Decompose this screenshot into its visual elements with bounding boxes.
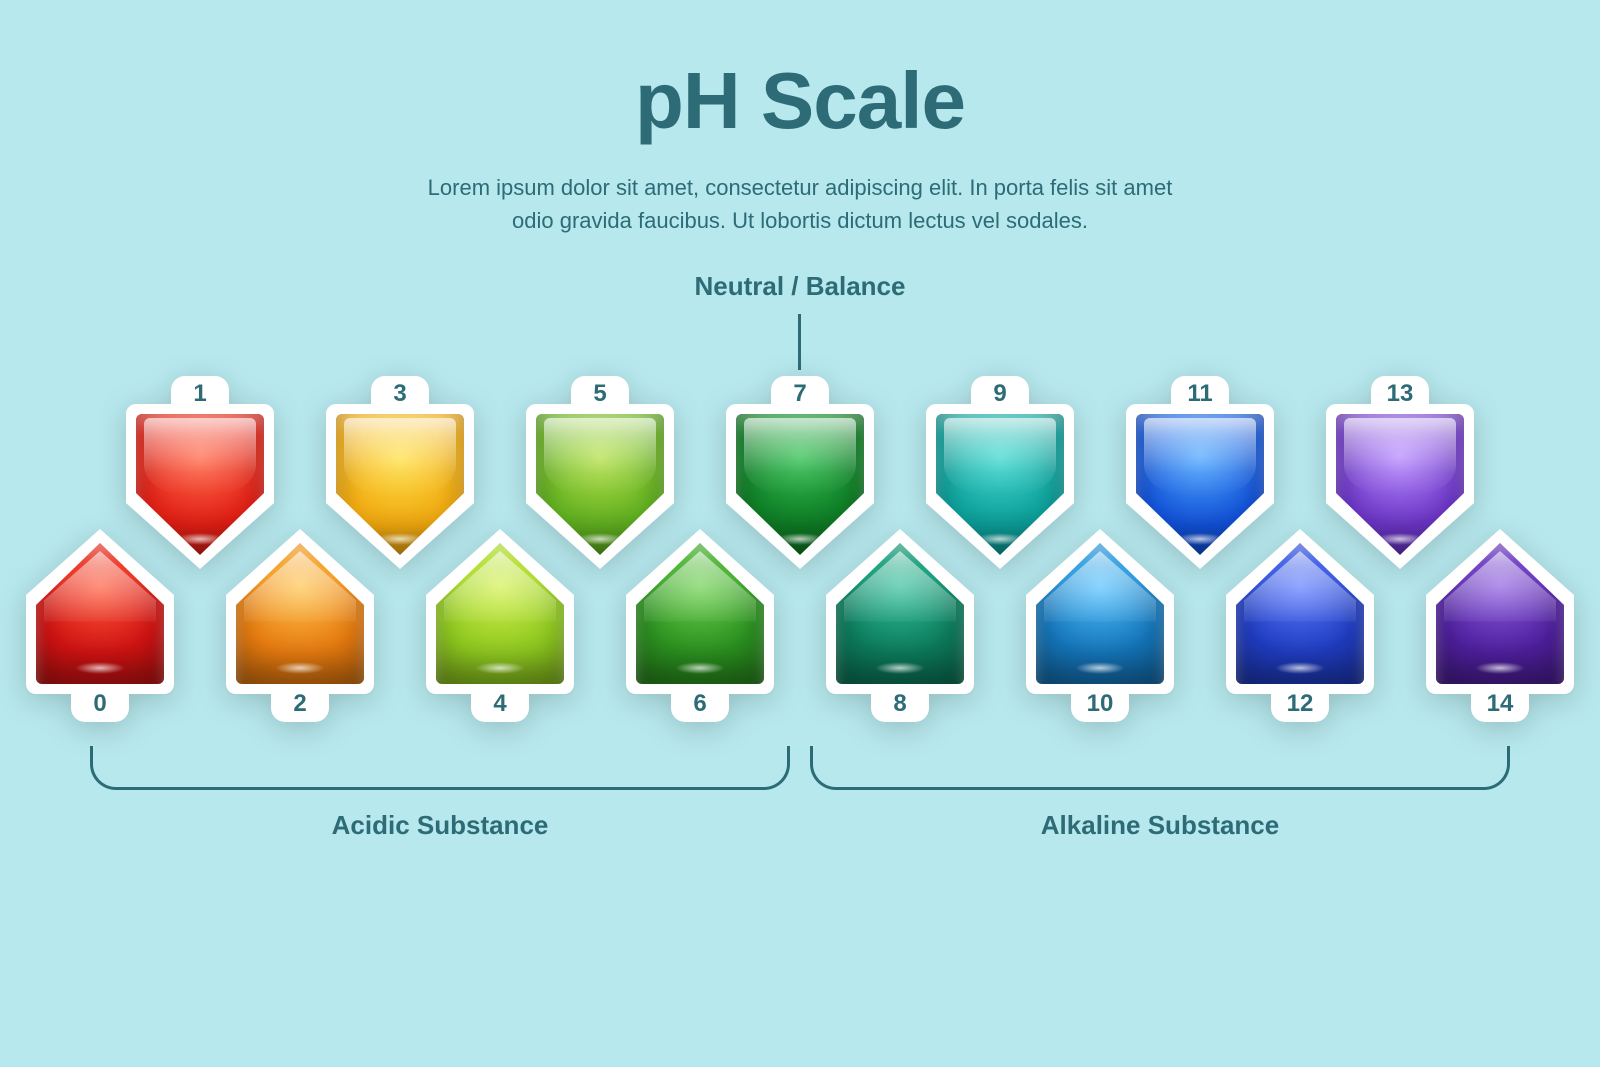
ph-number-tab: 6 — [671, 686, 729, 722]
gloss-highlight — [544, 418, 656, 496]
description-text: Lorem ipsum dolor sit amet, consectetur … — [420, 171, 1180, 237]
alkaline-bracket-group: Alkaline Substance — [810, 746, 1510, 841]
ph-card-body — [526, 404, 674, 569]
gloss-dot — [975, 533, 1025, 545]
neutral-section: Neutral / Balance — [695, 271, 906, 370]
ph-number-tab: 10 — [1071, 686, 1129, 722]
ph-number-tab: 12 — [1271, 686, 1329, 722]
gloss-dot — [1475, 662, 1525, 674]
infographic-container: pH Scale Lorem ipsum dolor sit amet, con… — [0, 0, 1600, 1067]
ph-card-body — [326, 404, 474, 569]
ph-number-tab: 1 — [171, 376, 229, 412]
acidic-bracket-group: Acidic Substance — [90, 746, 790, 841]
gloss-highlight — [944, 418, 1056, 496]
ph-gem — [536, 414, 664, 555]
alkaline-label: Alkaline Substance — [810, 810, 1510, 841]
gloss-dot — [275, 662, 325, 674]
gloss-dot — [375, 533, 425, 545]
acidic-bracket-line — [90, 746, 790, 790]
ph-number-tab: 2 — [271, 686, 329, 722]
ph-tag-9: 9 — [926, 376, 1074, 569]
gloss-dot — [175, 533, 225, 545]
ph-card-body — [1326, 404, 1474, 569]
ph-number-tab: 14 — [1471, 686, 1529, 722]
gloss-dot — [1175, 533, 1225, 545]
gloss-highlight — [144, 418, 256, 496]
ph-tag-3: 3 — [326, 376, 474, 569]
gloss-highlight — [1144, 418, 1256, 496]
page-title: pH Scale — [635, 55, 965, 147]
ph-number-tab: 9 — [971, 376, 1029, 412]
gloss-dot — [875, 662, 925, 674]
gloss-dot — [475, 662, 525, 674]
scale-area: 135791113 02468101214 — [80, 376, 1520, 722]
ph-card-body — [1126, 404, 1274, 569]
gloss-dot — [1075, 662, 1125, 674]
ph-number-tab: 11 — [1171, 376, 1229, 412]
gloss-dot — [1275, 662, 1325, 674]
brackets-row: Acidic Substance Alkaline Substance — [80, 746, 1520, 841]
ph-tag-5: 5 — [526, 376, 674, 569]
ph-gem — [136, 414, 264, 555]
ph-number-tab: 13 — [1371, 376, 1429, 412]
gloss-highlight — [744, 418, 856, 496]
ph-gem — [936, 414, 1064, 555]
ph-number-tab: 4 — [471, 686, 529, 722]
ph-number-tab: 7 — [771, 376, 829, 412]
ph-number-tab: 0 — [71, 686, 129, 722]
gloss-dot — [675, 662, 725, 674]
ph-number-tab: 3 — [371, 376, 429, 412]
ph-number-tab: 8 — [871, 686, 929, 722]
gloss-highlight — [1344, 418, 1456, 496]
ph-number-tab: 5 — [571, 376, 629, 412]
ph-gem — [736, 414, 864, 555]
neutral-connector-line — [798, 314, 801, 370]
ph-tag-11: 11 — [1126, 376, 1274, 569]
ph-tag-7: 7 — [726, 376, 874, 569]
ph-tag-1: 1 — [126, 376, 274, 569]
neutral-label: Neutral / Balance — [695, 271, 906, 302]
acidic-label: Acidic Substance — [90, 810, 790, 841]
top-row: 135791113 — [80, 376, 1520, 569]
alkaline-bracket-line — [810, 746, 1510, 790]
gloss-dot — [575, 533, 625, 545]
gloss-highlight — [344, 418, 456, 496]
ph-card-body — [726, 404, 874, 569]
gloss-dot — [1375, 533, 1425, 545]
ph-tag-13: 13 — [1326, 376, 1474, 569]
ph-card-body — [126, 404, 274, 569]
ph-card-body — [926, 404, 1074, 569]
ph-gem — [336, 414, 464, 555]
gloss-dot — [75, 662, 125, 674]
ph-gem — [1136, 414, 1264, 555]
ph-gem — [1336, 414, 1464, 555]
gloss-dot — [775, 533, 825, 545]
